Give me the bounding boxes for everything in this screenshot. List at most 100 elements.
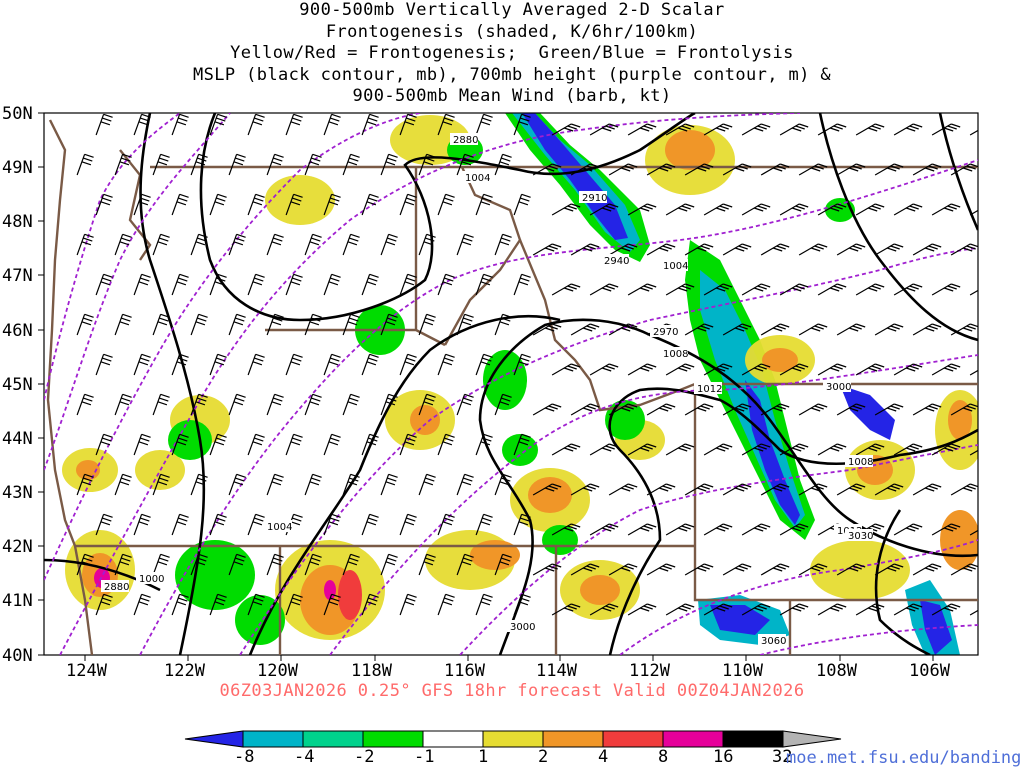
- wind-barb-flag: [482, 117, 492, 122]
- wind-barb-flag: [776, 405, 786, 410]
- wind-barb-staff: [418, 154, 428, 176]
- wind-barb-flag: [176, 121, 187, 126]
- wind-barb-flag: [947, 285, 957, 290]
- wind-barb-flag: [520, 197, 530, 202]
- height-label: 2880: [101, 580, 129, 593]
- wind-barb-flag: [255, 193, 265, 198]
- wind-barb-staff: [133, 274, 143, 296]
- wind-barb-flag: [236, 393, 246, 398]
- wind-barb-flag: [311, 317, 321, 322]
- wind-barb-flag: [894, 243, 904, 248]
- wind-barb-flag: [583, 487, 593, 492]
- wind-barb-flag: [404, 121, 415, 126]
- wind-barb-flag: [119, 401, 130, 406]
- wind-barb-flag: [849, 407, 859, 412]
- wind-barb-flag: [621, 407, 631, 412]
- wind-barb-staff: [399, 514, 409, 536]
- wind-barb-staff: [361, 434, 371, 456]
- wind-barb-flag: [159, 397, 169, 402]
- wind-barb-flag: [331, 193, 341, 198]
- wind-barb-flag: [605, 365, 615, 370]
- wind-barb-flag: [103, 353, 113, 358]
- wind-barb-flag: [426, 553, 436, 558]
- wind-barb-flag: [160, 153, 170, 158]
- wind-barb-flag: [350, 553, 360, 558]
- wind-barb-flag: [811, 407, 821, 412]
- wind-barb-flag: [986, 366, 995, 369]
- wind-barb-flag: [178, 197, 188, 202]
- title-line-4: MSLP (black contour, mb), 700mb height (…: [192, 64, 832, 85]
- wind-barb-flag: [236, 313, 246, 318]
- wind-barb-flag: [84, 393, 94, 398]
- wind-barb-staff: [399, 594, 409, 616]
- wind-barb-staff: [494, 234, 504, 256]
- wind-barb-flag: [704, 243, 714, 248]
- wind-barb-flag: [198, 233, 208, 238]
- wind-barb-flag: [102, 197, 112, 202]
- colorbar-cell: [302, 730, 364, 748]
- wind-barb-flag: [274, 393, 284, 398]
- wind-barb-flag: [552, 243, 562, 248]
- wind-barb-flag: [461, 161, 472, 166]
- wind-barb-flag: [719, 125, 729, 130]
- wind-barb-flag: [887, 327, 897, 332]
- wind-barb-flag: [464, 553, 474, 558]
- wind-barb-flag: [271, 481, 282, 486]
- wind-barb-flag: [951, 523, 961, 528]
- wind-barb-staff: [494, 554, 504, 576]
- wind-barb-flag: [499, 481, 510, 486]
- wind-barb-flag: [586, 485, 596, 490]
- wind-barb-flag: [852, 325, 862, 330]
- wind-barb-flag: [545, 247, 555, 252]
- wind-barb-flag: [792, 447, 802, 452]
- wind-barb-flag: [274, 553, 284, 558]
- wind-barb-staff: [475, 194, 485, 216]
- wind-barb-flag: [666, 563, 676, 568]
- wind-barb-flag: [388, 393, 398, 398]
- wind-barb-flag: [818, 483, 828, 488]
- wind-barb-flag: [103, 113, 113, 118]
- wind-barb-flag: [347, 401, 358, 406]
- wind-barb-flag: [545, 487, 555, 492]
- wind-barb-flag: [368, 357, 378, 362]
- wind-barb-staff: [285, 194, 295, 216]
- wind-barb-flag: [849, 247, 859, 252]
- wind-barb-flag: [830, 287, 840, 292]
- wind-barb-flag: [102, 597, 112, 602]
- wind-barb-flag: [366, 121, 377, 126]
- wind-barb-flag: [501, 557, 511, 562]
- wind-barb-flag: [442, 521, 453, 526]
- wind-barb-flag: [445, 593, 455, 598]
- wind-barb-flag: [480, 361, 491, 366]
- wind-barb-flag: [602, 527, 612, 532]
- wind-barb-flag: [548, 325, 558, 330]
- wind-barb-flag: [564, 367, 574, 372]
- wind-barb-flag: [906, 527, 916, 532]
- wind-barb-flag: [723, 443, 733, 448]
- wind-barb-flag: [697, 487, 707, 492]
- wind-barb-flag: [548, 565, 558, 570]
- wind-barb-flag: [719, 605, 729, 610]
- credit-link[interactable]: moe.met.fsu.edu/banding: [786, 748, 1022, 768]
- wind-barb-flag: [368, 517, 378, 522]
- wind-barb-flag: [141, 513, 151, 518]
- wind-barb-flag: [255, 513, 265, 518]
- wind-barb-staff: [513, 594, 523, 616]
- wind-barb-flag: [567, 445, 577, 450]
- wind-barb-flag: [518, 521, 529, 526]
- wind-barb-flag: [214, 201, 225, 206]
- wind-barb-flag: [963, 407, 973, 412]
- wind-barb-flag: [274, 313, 284, 318]
- colorbar-cell: [602, 730, 664, 748]
- lat-label: 46N: [2, 321, 33, 341]
- wind-barb-flag: [761, 123, 771, 128]
- wind-barb-flag: [293, 113, 303, 118]
- wind-barb-flag: [121, 397, 131, 402]
- wind-barb-flag: [564, 447, 574, 452]
- wind-barb-flag: [871, 205, 881, 210]
- wind-barb-flag: [621, 567, 631, 572]
- wind-barb-staff: [304, 474, 314, 496]
- wind-barb-flag: [586, 325, 596, 330]
- wind-barb-flag: [966, 485, 976, 490]
- wind-barb-flag: [913, 203, 923, 208]
